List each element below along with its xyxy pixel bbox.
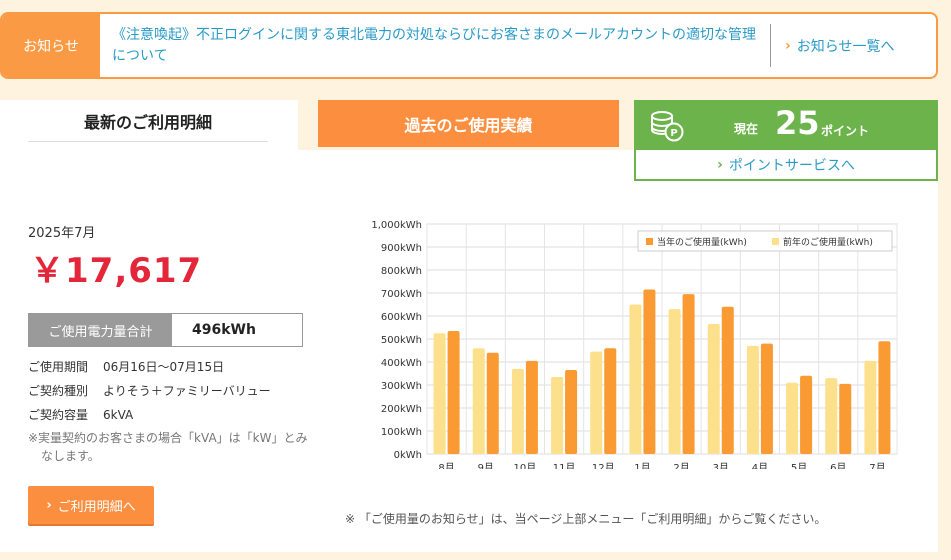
points-header: P 現在 25 ポイント xyxy=(636,102,936,150)
bar-current-year xyxy=(760,343,773,454)
bar-previous-year xyxy=(668,309,681,454)
notice-bar: お知らせ 《注意喚起》不正ログインに関する東北電力の対処ならびにお客さまのメール… xyxy=(0,12,938,79)
bar-previous-year xyxy=(433,333,446,454)
x-tick-label: 4月 xyxy=(752,462,768,469)
bill-detail-button-label: ご利用明細へ xyxy=(57,499,136,515)
capacity-row: ご契約容量 6kVA xyxy=(28,406,133,423)
svg-text:P: P xyxy=(670,128,677,139)
bar-previous-year xyxy=(786,382,799,454)
chevron-right-icon: › xyxy=(717,156,723,173)
bar-current-year xyxy=(525,360,538,454)
x-tick-label: 10月 xyxy=(514,462,537,469)
period-value: 06月16日～07月15日 xyxy=(103,360,225,374)
points-service-link-label: ポイントサービスへ xyxy=(728,157,855,174)
plan-label: ご契約種別 xyxy=(28,384,89,398)
bar-current-year xyxy=(878,341,891,454)
y-tick-label: 900kWh xyxy=(381,243,422,254)
y-tick-label: 800kWh xyxy=(381,266,422,277)
notice-link[interactable]: 《注意喚起》不正ログインに関する東北電力の対処ならびにお客さまのメールアカウント… xyxy=(100,24,771,67)
x-tick-label: 6月 xyxy=(830,462,846,469)
x-tick-label: 3月 xyxy=(713,462,729,469)
chevron-right-icon: › xyxy=(785,37,791,54)
x-tick-label: 7月 xyxy=(869,462,885,469)
capacity-value: 6kVA xyxy=(103,408,134,422)
notice-list-link-label: お知らせ一覧へ xyxy=(796,38,895,55)
bar-previous-year xyxy=(629,304,642,454)
bill-amount: ￥17,617 xyxy=(30,251,203,291)
notice-label: お知らせ xyxy=(2,14,100,77)
bar-previous-year xyxy=(511,368,524,454)
points-panel: P 現在 25 ポイント › ポイントサービスへ xyxy=(634,100,938,181)
x-tick-label: 1月 xyxy=(634,462,650,469)
usage-total: ご使用電力量合計 496kWh xyxy=(28,313,303,347)
bar-current-year xyxy=(486,352,499,454)
legend-label-previous-year: 前年のご使用量(kWh) xyxy=(783,236,873,248)
bar-previous-year xyxy=(551,376,564,454)
y-tick-label: 600kWh xyxy=(381,312,422,323)
usage-total-value: 496kWh xyxy=(192,322,256,338)
x-tick-label: 9月 xyxy=(478,462,494,469)
y-tick-label: 400kWh xyxy=(381,358,422,369)
plan-value: よりそう＋ファミリーバリュー xyxy=(103,384,271,398)
y-tick-label: 0kWh xyxy=(394,450,422,461)
bar-previous-year xyxy=(746,345,759,454)
capacity-label: ご契約容量 xyxy=(28,408,89,422)
tab-past-usage[interactable]: 過去のご使用実績 xyxy=(318,100,619,147)
bar-current-year xyxy=(604,348,617,454)
tab-latest-bill[interactable]: 最新のご利用明細 xyxy=(0,100,298,150)
points-coin-icon: P xyxy=(651,111,684,142)
bar-current-year xyxy=(682,294,695,454)
x-tick-label: 12月 xyxy=(592,462,615,469)
usage-chart: 0kWh 100kWh 200kWh 300kWh 400kWh 500kWh 600kWh… xyxy=(371,220,898,469)
bar-current-year xyxy=(839,383,852,454)
y-tick-label: 100kWh xyxy=(381,427,422,438)
x-tick-label: 2月 xyxy=(673,462,689,469)
period-row: ご使用期間 06月16日～07月15日 xyxy=(28,358,224,375)
legend-label-current-year: 当年のご使用量(kWh) xyxy=(657,236,747,248)
plan-row: ご契約種別 よりそう＋ファミリーバリュー xyxy=(28,382,271,399)
bar-previous-year xyxy=(825,378,838,454)
y-tick-label: 300kWh xyxy=(381,381,422,392)
points-now-label: 現在 xyxy=(734,122,759,136)
tab-latest-bill-label: 最新のご利用明細 xyxy=(28,100,268,142)
bar-current-year xyxy=(721,306,734,454)
bill-panel: 2025年7月 ￥17,617 ご使用電力量合計 496kWh ご使用期間 06月… xyxy=(0,150,938,552)
y-tick-label: 500kWh xyxy=(381,335,422,346)
x-tick-label: 5月 xyxy=(791,462,807,469)
y-tick-label: 200kWh xyxy=(381,404,422,415)
kva-note: ※実量契約のお客さまの場合「kVA」は「kW」とみなします。 xyxy=(28,431,308,463)
chevron-right-icon: › xyxy=(46,497,52,513)
bar-previous-year xyxy=(707,324,720,454)
y-tick-label: 1,000kWh xyxy=(371,220,422,231)
points-unit: ポイント xyxy=(821,124,870,138)
period-label: ご使用期間 xyxy=(28,360,89,374)
chart-note: ※ 「ご使用量のお知らせ」は、当ページ上部メニュー「ご利用明細」からご覧ください… xyxy=(345,512,827,526)
points-value: 25 xyxy=(775,104,820,142)
x-tick-label: 11月 xyxy=(553,462,576,469)
points-service-link[interactable]: › ポイントサービスへ xyxy=(636,150,936,179)
bar-previous-year xyxy=(472,348,485,454)
usage-total-label: ご使用電力量合計 xyxy=(29,314,172,346)
bar-current-year xyxy=(447,330,460,454)
bar-current-year xyxy=(565,370,578,454)
legend-swatch-current-year xyxy=(646,238,653,245)
bar-previous-year xyxy=(590,351,603,454)
y-tick-label: 700kWh xyxy=(381,289,422,300)
bar-current-year xyxy=(643,289,656,454)
notice-list-link[interactable]: › お知らせ一覧へ xyxy=(771,14,936,77)
legend-swatch-previous-year xyxy=(772,238,779,245)
bar-current-year xyxy=(800,375,813,454)
x-tick-label: 8月 xyxy=(438,462,454,469)
chart-legend xyxy=(637,230,893,252)
bar-previous-year xyxy=(864,360,877,454)
bill-month: 2025年7月 xyxy=(28,226,96,241)
bill-detail-button[interactable]: › ご利用明細へ xyxy=(28,486,154,524)
